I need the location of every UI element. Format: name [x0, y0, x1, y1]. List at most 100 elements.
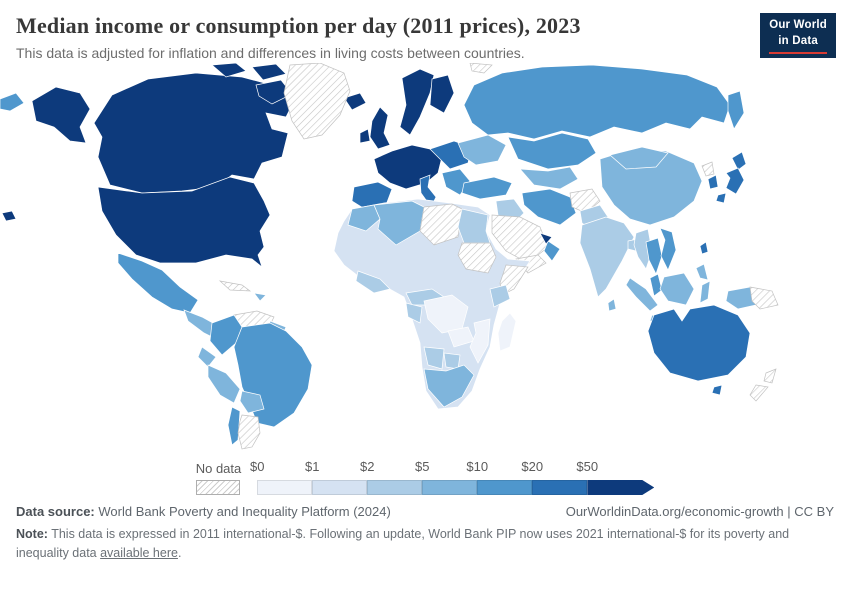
owid-logo[interactable]: Our World in Data [760, 13, 836, 59]
chart-header: Median income or consumption per day (20… [0, 0, 850, 61]
country-central-asia[interactable] [519, 166, 579, 190]
country-namibia[interactable] [423, 346, 445, 370]
world-map-svg [0, 63, 779, 450]
country-cuba[interactable] [218, 280, 252, 292]
owid-url[interactable]: OurWorldinData.org/economic-growth | CC … [565, 504, 834, 519]
chart-subtitle: This data is adjusted for inflation and … [16, 45, 525, 61]
country-india[interactable] [579, 216, 635, 298]
source-row: Data source: World Bank Poverty and Ineq… [16, 504, 834, 519]
country-turkey[interactable] [461, 176, 513, 200]
country-taiwan[interactable] [699, 241, 709, 255]
no-data-label: No data [195, 461, 242, 476]
legend-no-data: No data [195, 461, 242, 495]
country-hispaniola[interactable] [253, 292, 267, 302]
country-ireland[interactable] [359, 128, 371, 144]
country-iran[interactable] [521, 188, 577, 226]
note-link[interactable]: available here [100, 545, 178, 560]
country-philippines-luzon[interactable] [695, 263, 709, 281]
no-data-swatch[interactable] [196, 480, 241, 495]
country-italy[interactable] [419, 174, 437, 208]
legend-tick-$50: $50 [576, 459, 599, 474]
country-australia-tasmania[interactable] [711, 384, 723, 396]
country-indonesia-sulawesi[interactable] [699, 280, 711, 304]
country-new-zealand-south[interactable] [749, 384, 769, 402]
legend-tick-$2: $2 [360, 459, 375, 474]
country-ecuador[interactable] [197, 346, 217, 368]
country-sudan[interactable] [457, 242, 497, 274]
legend-bin-$2-$5[interactable] [367, 480, 423, 495]
country-congo-gabon[interactable] [405, 302, 423, 324]
country-canada[interactable] [93, 72, 295, 194]
country-madagascar[interactable] [497, 312, 517, 352]
legend-bin-$10-$20[interactable] [477, 480, 533, 495]
country-russia-chukotka-wrap[interactable] [0, 92, 25, 112]
country-usa-hawaii[interactable] [1, 210, 17, 222]
country-oman[interactable] [543, 240, 561, 262]
country-indonesia-west-papua[interactable] [725, 286, 757, 310]
country-canada-arctic-1[interactable] [211, 63, 247, 78]
note-period: . [177, 545, 182, 560]
country-bolivia[interactable] [239, 390, 265, 414]
country-canada-arctic-2[interactable] [251, 63, 287, 81]
country-south-korea[interactable] [707, 174, 719, 190]
country-thailand[interactable] [645, 237, 663, 275]
country-argentina[interactable] [237, 414, 261, 450]
country-botswana[interactable] [443, 352, 461, 370]
country-usa-alaska[interactable] [31, 86, 91, 144]
legend-bin-$1-$2[interactable] [312, 480, 368, 495]
country-japan-kyushu[interactable] [715, 192, 727, 204]
country-indonesia-borneo[interactable] [659, 272, 695, 306]
country-norway-sweden[interactable] [399, 68, 435, 136]
legend-tick-$0: $0 [250, 459, 265, 474]
country-egypt[interactable] [457, 208, 491, 244]
country-chile[interactable] [227, 406, 241, 446]
data-source-text: World Bank Poverty and Inequality Platfo… [98, 504, 391, 519]
legend-bin-$5-$10[interactable] [422, 480, 478, 495]
country-libya[interactable] [419, 203, 463, 246]
country-russia-kamchatka[interactable] [727, 90, 745, 130]
country-myanmar[interactable] [633, 228, 653, 270]
data-source: Data source: World Bank Poverty and Ineq… [16, 504, 391, 519]
country-brazil[interactable] [233, 322, 313, 428]
country-papua-new-guinea[interactable] [749, 286, 779, 310]
country-mozambique[interactable] [469, 318, 491, 364]
country-sri-lanka[interactable] [607, 298, 617, 312]
country-kazakhstan[interactable] [507, 132, 597, 170]
country-indonesia-sumatra[interactable] [625, 277, 659, 312]
country-western-europe[interactable] [373, 144, 443, 190]
country-kenya[interactable] [489, 284, 511, 308]
country-vietnam[interactable] [659, 227, 677, 271]
country-algeria[interactable] [373, 200, 425, 246]
country-malaysia[interactable] [649, 273, 663, 297]
legend-bin-$0-$1[interactable] [257, 480, 313, 495]
chart-note: Note: This data is expressed in 2011 int… [16, 525, 834, 563]
country-peru[interactable] [207, 364, 241, 404]
country-ghana-ivory-coast[interactable] [355, 270, 391, 294]
country-australia[interactable] [647, 304, 751, 382]
country-north-korea[interactable] [701, 161, 715, 177]
country-usa[interactable] [97, 176, 271, 269]
country-japan-honshu[interactable] [725, 167, 745, 195]
country-svalbard[interactable] [469, 63, 493, 74]
logo-text-line2: in Data [778, 34, 818, 47]
country-greenland[interactable] [283, 63, 351, 140]
country-japan-hokkaido[interactable] [731, 151, 747, 171]
country-iceland[interactable] [343, 92, 367, 111]
country-south-africa[interactable] [423, 364, 475, 408]
country-new-zealand-north[interactable] [763, 368, 777, 384]
country-mongolia[interactable] [609, 146, 669, 170]
country-finland[interactable] [429, 74, 455, 114]
country-russia[interactable] [463, 64, 731, 140]
note-label: Note: [16, 527, 48, 541]
country-morocco[interactable] [347, 204, 381, 232]
country-uae[interactable] [539, 232, 553, 245]
countries-layer [0, 63, 779, 450]
country-united-kingdom[interactable] [369, 106, 391, 150]
legend-tick-$5: $5 [415, 459, 430, 474]
legend-bin-$20-$50[interactable] [532, 480, 588, 495]
legend-tick-$20: $20 [521, 459, 544, 474]
country-ukraine[interactable] [457, 134, 507, 166]
data-source-label: Data source: [16, 504, 95, 519]
legend-bin-$50+[interactable] [587, 480, 655, 495]
country-canada-baffin[interactable] [255, 79, 293, 105]
